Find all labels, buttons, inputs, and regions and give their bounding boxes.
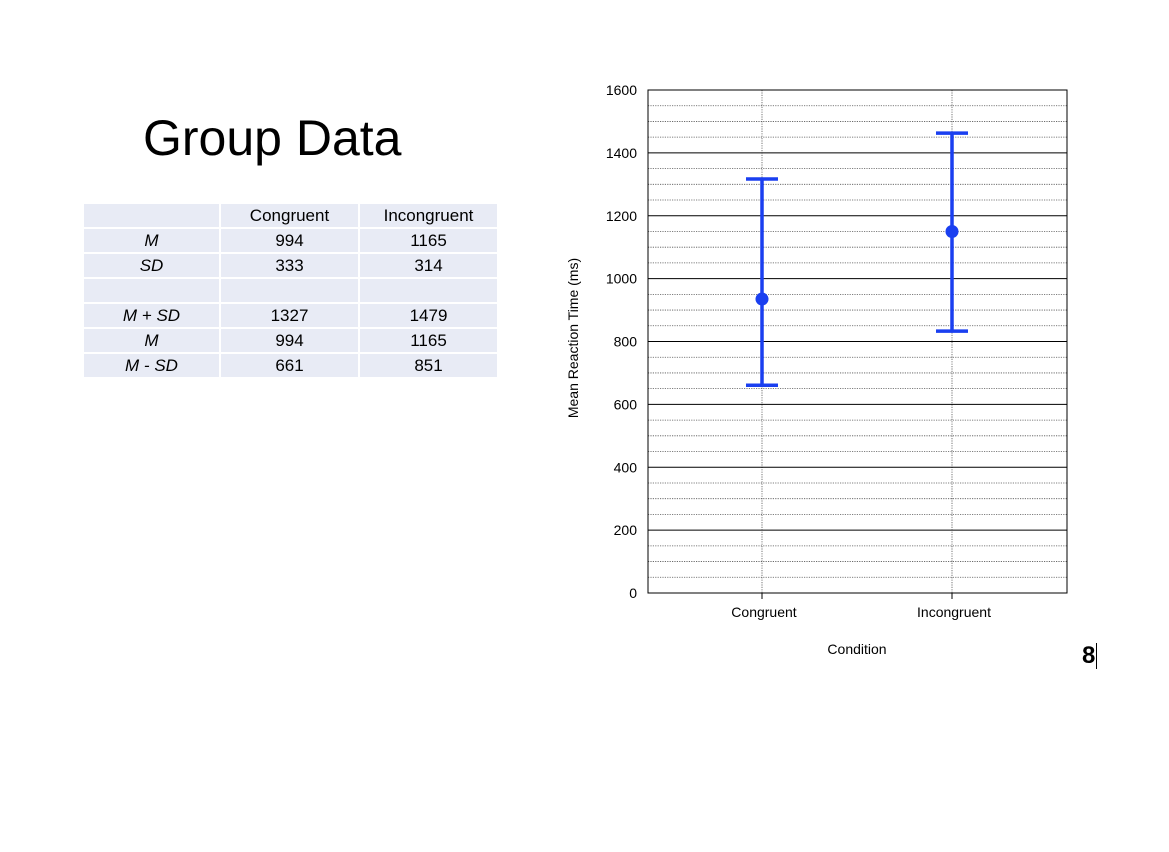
page-number: 8 xyxy=(1082,642,1096,669)
table-cell: 1327 xyxy=(219,302,360,329)
table-cell: 851 xyxy=(358,352,499,379)
header-cell-incongruent: Incongruent xyxy=(358,202,499,229)
table-cell xyxy=(219,277,360,304)
table-cell: 1165 xyxy=(358,327,499,354)
row-label: M + SD xyxy=(82,302,221,329)
table-row: SD 333 314 xyxy=(82,252,499,279)
table-cell: 994 xyxy=(219,227,360,254)
row-label: SD xyxy=(82,252,221,279)
y-tick-label: 1000 xyxy=(606,271,637,287)
y-tick-label: 0 xyxy=(629,585,637,601)
table-row: M 994 1165 xyxy=(82,327,499,354)
table-cell xyxy=(358,277,499,304)
marks-layer xyxy=(746,131,968,387)
plot-frame xyxy=(647,89,1068,594)
table-row xyxy=(82,277,499,304)
row-label: M xyxy=(82,227,221,254)
table-cell: 661 xyxy=(219,352,360,379)
y-tick-label: 800 xyxy=(614,334,638,350)
group-stats-table: Congruent Incongruent M 994 1165 SD 333 … xyxy=(82,202,499,379)
y-tick-label: 1400 xyxy=(606,145,637,161)
table-row: M + SD 1327 1479 xyxy=(82,302,499,329)
table-cell: 314 xyxy=(358,252,499,279)
y-axis-title: Mean Reaction Time (ms) xyxy=(565,258,581,418)
axis-layer: 0 200 400 600 800 1000 1200 1400 1600 Congruent In… xyxy=(606,82,1068,620)
slide-title: Group Data xyxy=(143,110,402,166)
row-label xyxy=(82,277,221,304)
table-header-row: Congruent Incongruent xyxy=(82,202,499,229)
x-axis-title: Condition xyxy=(827,641,886,657)
x-tick-label: Incongruent xyxy=(917,604,991,620)
y-tick-label: 1200 xyxy=(606,208,637,224)
table-cell: 994 xyxy=(219,327,360,354)
mean-point-incongruent xyxy=(945,224,959,238)
y-tick-label: 200 xyxy=(614,522,638,538)
y-tick-label: 400 xyxy=(614,459,638,475)
x-tick-label: Congruent xyxy=(731,604,796,620)
row-label: M - SD xyxy=(82,352,221,379)
text-cursor-bar xyxy=(1096,643,1097,669)
table-row: M 994 1165 xyxy=(82,227,499,254)
table-cell: 1165 xyxy=(358,227,499,254)
y-tick-label: 1600 xyxy=(606,82,637,98)
row-label: M xyxy=(82,327,221,354)
y-tick-label: 600 xyxy=(614,396,638,412)
header-cell-empty xyxy=(82,202,221,229)
grid-layer xyxy=(648,89,1067,594)
header-cell-congruent: Congruent xyxy=(219,202,360,229)
table-cell: 333 xyxy=(219,252,360,279)
mean-point-congruent xyxy=(755,292,769,306)
table-cell: 1479 xyxy=(358,302,499,329)
table-row: M - SD 661 851 xyxy=(82,352,499,379)
